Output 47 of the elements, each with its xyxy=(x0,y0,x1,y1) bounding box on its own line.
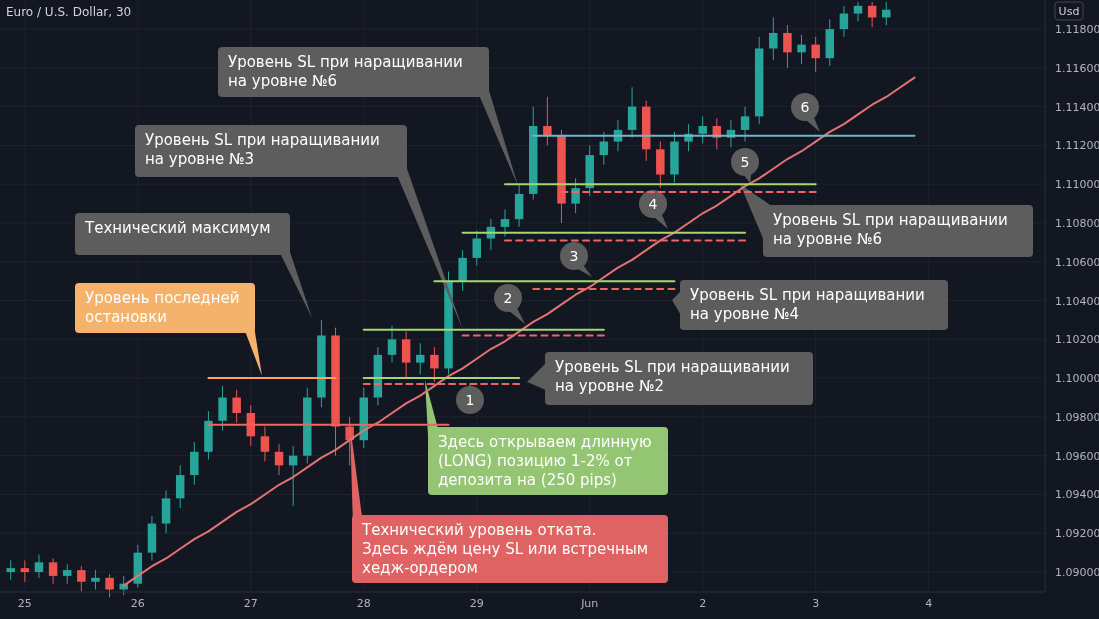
x-tick-label: 29 xyxy=(469,597,484,610)
annotation: 6 xyxy=(800,99,810,115)
y-tick-label: 1.10400 xyxy=(1055,294,1099,308)
numbered-callout: 6 xyxy=(791,93,820,132)
x-tick-label: 3 xyxy=(812,597,820,610)
annotation: Уровень SL при наращивании на уровне №6 xyxy=(773,211,1008,248)
numbered-callout: 1 xyxy=(456,384,484,414)
x-tick-label: 27 xyxy=(243,597,258,610)
annotation: Уровень SL при наращивании на уровне №2 xyxy=(555,358,790,395)
x-tick-label: 26 xyxy=(130,597,145,610)
y-tick-label: 1.09200 xyxy=(1055,527,1099,541)
y-tick-label: 1.11000 xyxy=(1055,178,1099,192)
annotation: Уровень SL при наращивании на уровне №4 xyxy=(690,286,925,323)
annotation: 1 xyxy=(465,392,475,408)
annotation: Уровень последней остановки xyxy=(85,289,240,326)
y-tick-label: 1.10800 xyxy=(1055,216,1099,230)
x-tick-label: 28 xyxy=(356,597,371,610)
y-tick-label: 1.10600 xyxy=(1055,255,1099,269)
chart-title: Euro / U.S. Dollar, 30 xyxy=(6,5,132,19)
y-tick-label: 1.10200 xyxy=(1055,333,1099,347)
numbered-callout: 5 xyxy=(731,148,759,183)
y-tick-label: 1.11200 xyxy=(1055,139,1099,153)
y-tick-label: 1.10000 xyxy=(1055,372,1099,386)
y-tick-label: 1.09800 xyxy=(1055,410,1099,424)
y-tick-label: 1.09400 xyxy=(1055,488,1099,502)
y-axis-title: Usd xyxy=(1058,5,1080,18)
annotation: 4 xyxy=(648,196,658,212)
annotation: Технический максимум xyxy=(84,219,271,237)
annotation: 5 xyxy=(740,154,750,170)
y-tick-label: 1.11800 xyxy=(1055,23,1099,37)
annotation: Уровень SL при наращивании на уровне №3 xyxy=(145,131,380,168)
x-tick-label: 2 xyxy=(699,597,707,610)
numbered-callout: 2 xyxy=(494,284,525,324)
y-tick-label: 1.11400 xyxy=(1055,100,1099,114)
x-tick-label: Jun xyxy=(580,597,599,610)
annotation: Технический уровень отката. Здесь ждём цену SL или встречным хедж-ордером xyxy=(361,521,649,577)
numbered-callout: 3 xyxy=(560,242,592,277)
x-tick-label: 4 xyxy=(925,597,933,610)
x-tick-label: 25 xyxy=(17,597,32,610)
annotation: Здесь открываем длинную (LONG) позицию 1-2% от депозита на (250 pips) xyxy=(438,433,652,489)
y-tick-label: 1.11600 xyxy=(1055,61,1099,75)
annotation: 3 xyxy=(569,248,579,264)
annotation: Уровень SL при наращивании на уровне №6 xyxy=(228,53,463,90)
numbered-callout: 4 xyxy=(639,190,668,229)
y-tick-label: 1.09000 xyxy=(1055,566,1099,580)
y-tick-label: 1.09600 xyxy=(1055,449,1099,463)
annotation: 2 xyxy=(503,290,513,306)
